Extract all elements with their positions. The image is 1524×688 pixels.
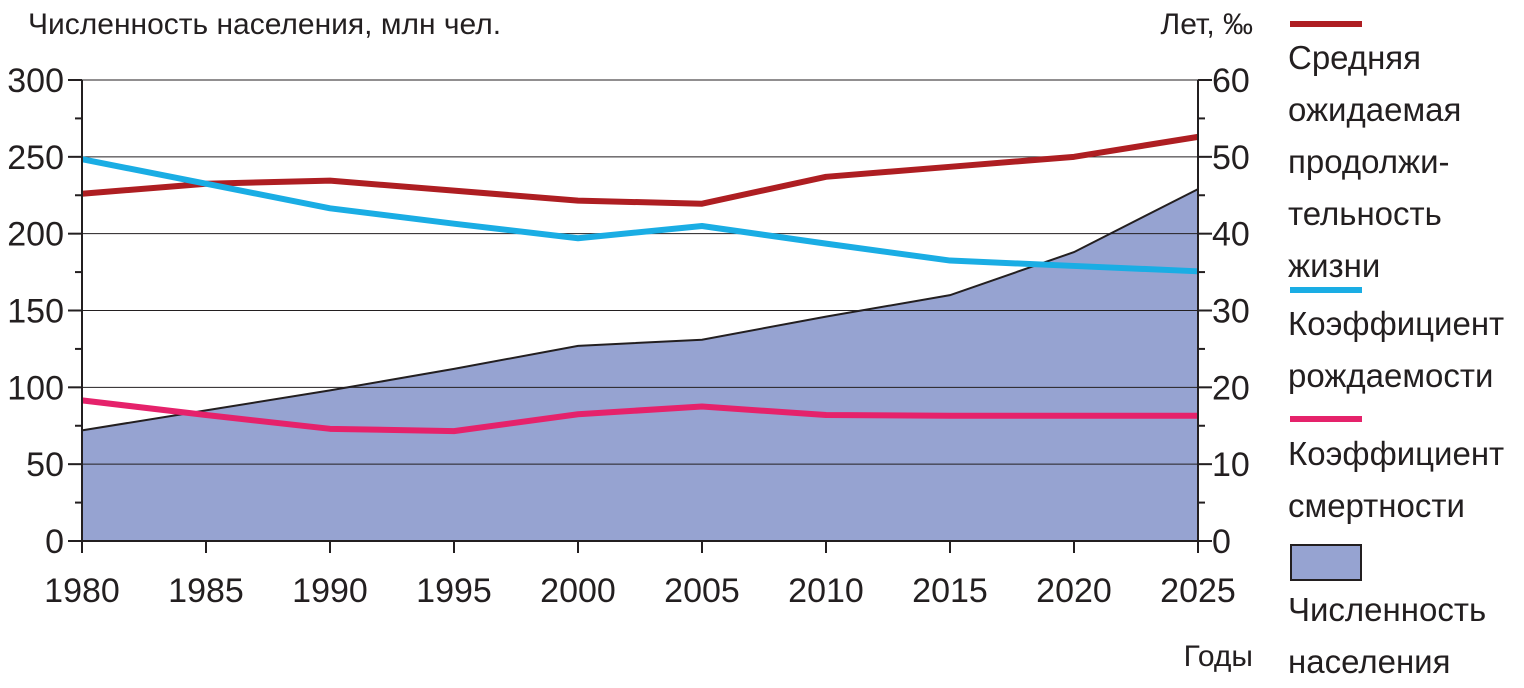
area-layer bbox=[81, 188, 1199, 541]
series-point-2 bbox=[453, 430, 455, 433]
right-tick-label: 20 bbox=[1212, 369, 1250, 407]
series-point-2 bbox=[1073, 414, 1075, 417]
series-point-0 bbox=[329, 179, 331, 182]
x-tick-label: 2000 bbox=[540, 572, 616, 610]
x-tick-label: 2015 bbox=[912, 572, 988, 610]
legend-line: ожидаемая bbox=[1288, 91, 1462, 128]
left-tick-label: 50 bbox=[26, 446, 64, 484]
series-point-0 bbox=[825, 175, 827, 178]
series-point-1 bbox=[1073, 264, 1075, 267]
right-tick-label: 0 bbox=[1212, 523, 1231, 561]
series-point-1 bbox=[825, 242, 827, 245]
legend-swatch-population bbox=[1290, 544, 1362, 581]
left-tick-label: 150 bbox=[7, 293, 64, 331]
right-tick-label: 10 bbox=[1212, 446, 1250, 484]
series-point-2 bbox=[949, 414, 951, 417]
population-point bbox=[453, 368, 455, 370]
legend-line: Коэффициент bbox=[1288, 305, 1505, 342]
series-point-2 bbox=[329, 427, 331, 430]
legend-line: рождаемости bbox=[1288, 357, 1494, 394]
legend-label-death-rate: Коэффициент смертности bbox=[1288, 428, 1504, 532]
right-tick-label: 30 bbox=[1212, 293, 1250, 331]
series-point-0 bbox=[577, 199, 579, 202]
right-tick-label: 40 bbox=[1212, 216, 1250, 254]
left-tick-label: 200 bbox=[7, 216, 64, 254]
population-point bbox=[825, 316, 827, 318]
series-point-2 bbox=[205, 413, 207, 416]
left-tick-label: 250 bbox=[7, 139, 64, 177]
x-tick-label: 1995 bbox=[416, 572, 492, 610]
right-tick-label: 50 bbox=[1212, 139, 1250, 177]
legend-label-birth-rate: Коэффициент рождаемости bbox=[1288, 298, 1504, 402]
legend-line: смертности bbox=[1288, 487, 1465, 524]
legend-line: Коэффициент bbox=[1288, 435, 1505, 472]
series-point-2 bbox=[701, 405, 703, 408]
x-tick-label: 2005 bbox=[664, 572, 740, 610]
series-point-1 bbox=[205, 182, 207, 185]
series-point-1 bbox=[329, 207, 331, 210]
series-point-0 bbox=[453, 189, 455, 192]
x-tick-label: 1985 bbox=[168, 572, 244, 610]
series-line-0 bbox=[81, 133, 1199, 207]
x-tick-label: 1990 bbox=[292, 572, 368, 610]
left-tick-label: 100 bbox=[7, 369, 64, 407]
population-point bbox=[1073, 251, 1075, 253]
population-point bbox=[205, 409, 207, 411]
series-line-1 bbox=[81, 156, 1199, 275]
x-tick-label: 2025 bbox=[1160, 572, 1236, 610]
series-point-0 bbox=[701, 202, 703, 205]
legend-swatch-death-rate bbox=[1290, 416, 1362, 422]
series-point-1 bbox=[453, 222, 455, 225]
series-point-1 bbox=[701, 224, 703, 227]
text-layer: 0 50 100 150 200 250 300 0 10 20 30 40 50 60 1980 1985 1… bbox=[7, 8, 1253, 673]
legend-label-population: Численность населения bbox=[1288, 584, 1486, 688]
population-point bbox=[701, 339, 703, 341]
legend-line: Средняя bbox=[1288, 39, 1422, 76]
series-point-0 bbox=[1073, 155, 1075, 158]
population-point bbox=[949, 294, 951, 296]
grid-layer bbox=[82, 79, 1198, 465]
left-tick-label: 300 bbox=[7, 62, 64, 100]
legend-line: населения bbox=[1288, 643, 1451, 680]
legend-line: жизни bbox=[1288, 247, 1381, 284]
left-tick-label: 0 bbox=[45, 523, 64, 561]
legend-line: Численность bbox=[1288, 591, 1487, 628]
series-point-1 bbox=[949, 259, 951, 262]
x-tick-label: 1980 bbox=[44, 572, 120, 610]
series-point-2 bbox=[825, 413, 827, 416]
population-point bbox=[329, 389, 331, 391]
legend-line: продолжи- bbox=[1288, 143, 1450, 180]
line-layer bbox=[81, 133, 1199, 435]
x-axis-title: Годы bbox=[1184, 640, 1253, 673]
legend-line: тельность bbox=[1288, 195, 1442, 232]
population-point bbox=[577, 345, 579, 347]
series-point-2 bbox=[577, 413, 579, 416]
axis-layer bbox=[68, 79, 1212, 553]
x-tick-label: 2010 bbox=[788, 572, 864, 610]
series-point-0 bbox=[949, 165, 951, 168]
legend-swatch-birth-rate bbox=[1290, 287, 1362, 293]
series-line-2 bbox=[81, 397, 1198, 435]
right-tick-label: 60 bbox=[1212, 62, 1250, 100]
population-area-edge bbox=[81, 188, 1199, 432]
series-point-1 bbox=[577, 237, 579, 240]
left-axis-title: Численность населения, млн чел. bbox=[28, 8, 501, 41]
legend-label-life-expectancy: Средняя ожидаемая продолжи- тельность жи… bbox=[1288, 32, 1461, 292]
population-area bbox=[82, 189, 1198, 541]
right-axis-title: Лет, ‰ bbox=[1161, 8, 1253, 41]
legend-swatch-life-expectancy bbox=[1290, 21, 1362, 27]
x-tick-label: 2020 bbox=[1036, 572, 1112, 610]
